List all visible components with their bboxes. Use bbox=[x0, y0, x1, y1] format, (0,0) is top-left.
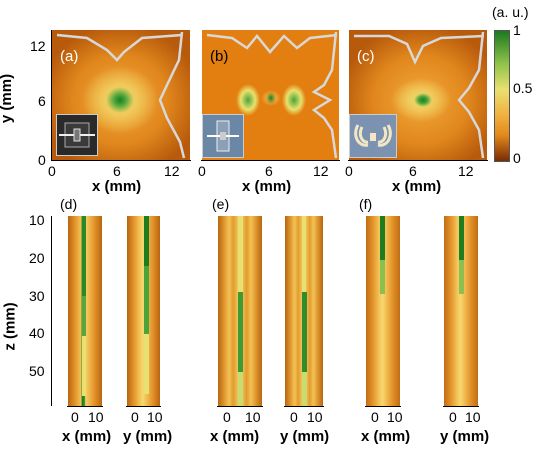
f-y-tick-0: 0 bbox=[449, 409, 457, 425]
f-x-label: x (mm) bbox=[361, 428, 411, 445]
x-label-c: x (mm) bbox=[392, 178, 442, 195]
e-y-label: y (mm) bbox=[280, 428, 330, 445]
colorbar-tick-1: 1 bbox=[513, 22, 521, 38]
x-label-a: x (mm) bbox=[92, 178, 142, 195]
z-tick-10: 10 bbox=[29, 212, 45, 228]
z-tick-50: 50 bbox=[29, 363, 45, 379]
panel-label-e: (e) bbox=[212, 196, 230, 212]
panel-label-f: (f) bbox=[359, 196, 373, 212]
d-x-label: x (mm) bbox=[62, 428, 112, 445]
panel-label-d: (d) bbox=[60, 196, 78, 212]
heatmap-panel-b: (b) bbox=[202, 30, 339, 160]
panel-label-c: (c) bbox=[357, 48, 375, 65]
x-tick-a-12: 12 bbox=[164, 163, 180, 179]
x-tick-c-6: 6 bbox=[409, 163, 417, 179]
top-y-axis-label: y (mm) bbox=[0, 73, 16, 123]
inset-antenna-c bbox=[349, 114, 397, 158]
profile-curves-a bbox=[56, 31, 186, 159]
colorbar bbox=[494, 30, 510, 162]
e-x-label: x (mm) bbox=[210, 428, 260, 445]
strip-d-y bbox=[127, 216, 160, 406]
inset-antenna-a bbox=[56, 114, 98, 156]
f-y-tick-10: 10 bbox=[465, 409, 481, 425]
colorbar-tick-0: 0 bbox=[513, 150, 521, 166]
y-tick-0: 0 bbox=[38, 152, 46, 168]
e-x-tick-10: 10 bbox=[245, 409, 261, 425]
x-tick-a-0: 0 bbox=[48, 163, 56, 179]
strip-e-x bbox=[218, 216, 262, 406]
e-x-tick-0: 0 bbox=[223, 409, 231, 425]
d-y-label: y (mm) bbox=[123, 428, 173, 445]
x-tick-c-0: 0 bbox=[345, 163, 353, 179]
bottom-z-axis-label: z (mm) bbox=[1, 302, 19, 351]
inset-antenna-b bbox=[202, 114, 244, 158]
profile-curves-c bbox=[354, 31, 485, 159]
profile-curves-b bbox=[206, 31, 338, 159]
strip-f-y bbox=[444, 216, 478, 406]
strip-f-x bbox=[366, 216, 400, 406]
x-tick-b-6: 6 bbox=[265, 163, 273, 179]
d-y-tick-10: 10 bbox=[147, 409, 163, 425]
d-x-tick-10: 10 bbox=[88, 409, 104, 425]
z-tick-30: 30 bbox=[29, 288, 45, 304]
z-tick-40: 40 bbox=[29, 325, 45, 341]
x-tick-b-12: 12 bbox=[313, 163, 329, 179]
strip-e-y bbox=[285, 216, 323, 406]
colorbar-unit: (a. u.) bbox=[492, 4, 529, 20]
panel-label-b: (b) bbox=[210, 48, 229, 65]
x-label-b: x (mm) bbox=[242, 178, 292, 195]
strip-d-x bbox=[68, 216, 102, 406]
x-tick-a-6: 6 bbox=[113, 163, 121, 179]
x-tick-c-12: 12 bbox=[458, 163, 474, 179]
y-tick-12: 12 bbox=[30, 38, 46, 54]
e-y-tick-0: 0 bbox=[290, 409, 298, 425]
f-x-tick-10: 10 bbox=[387, 409, 403, 425]
d-x-tick-0: 0 bbox=[71, 409, 79, 425]
panel-label-a: (a) bbox=[60, 48, 79, 65]
z-tick-20: 20 bbox=[29, 250, 45, 266]
f-y-label: y (mm) bbox=[440, 428, 490, 445]
heatmap-panel-a: (a) bbox=[52, 30, 190, 160]
y-tick-6: 6 bbox=[38, 93, 46, 109]
e-y-tick-10: 10 bbox=[307, 409, 323, 425]
d-y-tick-0: 0 bbox=[131, 409, 139, 425]
colorbar-tick-half: 0.5 bbox=[513, 80, 533, 96]
f-x-tick-0: 0 bbox=[371, 409, 379, 425]
x-tick-b-0: 0 bbox=[198, 163, 206, 179]
heatmap-panel-c: (c) bbox=[349, 30, 487, 160]
